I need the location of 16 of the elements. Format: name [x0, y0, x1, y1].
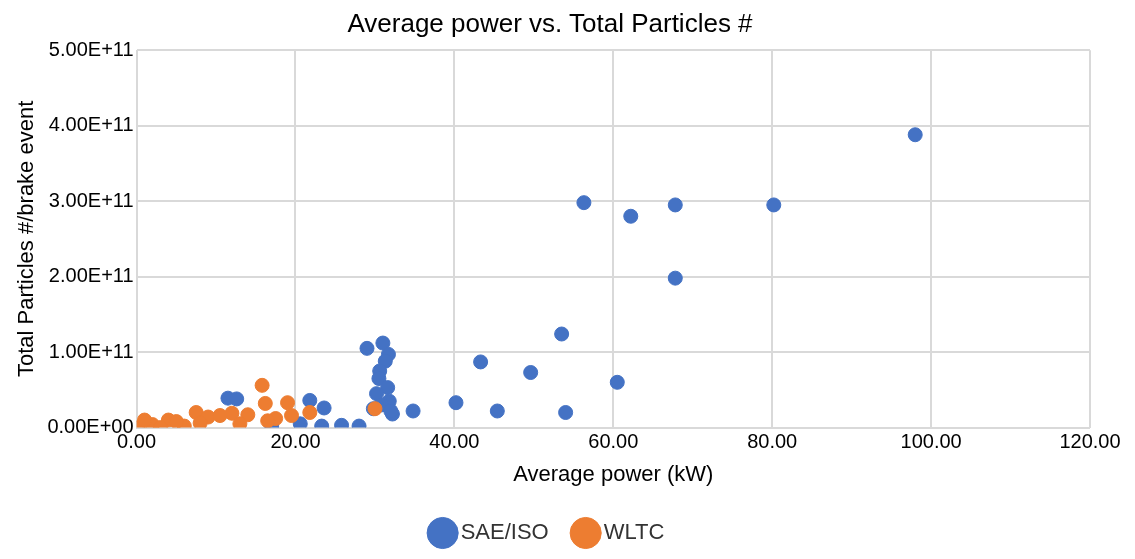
- x-tick-label: 20.00: [270, 430, 321, 453]
- x-tick-label: 100.00: [900, 430, 962, 453]
- x-tick-label: 120.00: [1059, 430, 1121, 453]
- y-tick-label: 4.00E+11: [48, 113, 134, 136]
- y-tick-label: 3.00E+11: [48, 188, 134, 211]
- y-axis-title: Total Particles #/brake event: [13, 100, 39, 378]
- x-axis-title: Average power (kW): [513, 460, 714, 486]
- y-tick-label: 2.00E+11: [48, 264, 134, 287]
- chart-title: Average power vs. Total Particles #: [347, 7, 754, 38]
- y-tick-label: 1.00E+11: [48, 339, 134, 362]
- y-tick-label: 5.00E+11: [48, 37, 134, 60]
- x-tick-label: 40.00: [429, 430, 480, 453]
- x-tick-label: 80.00: [747, 430, 798, 453]
- x-tick-label: 60.00: [588, 430, 639, 453]
- legend-label: SAE/ISO: [460, 519, 549, 545]
- legend-label: WLTC: [603, 519, 665, 545]
